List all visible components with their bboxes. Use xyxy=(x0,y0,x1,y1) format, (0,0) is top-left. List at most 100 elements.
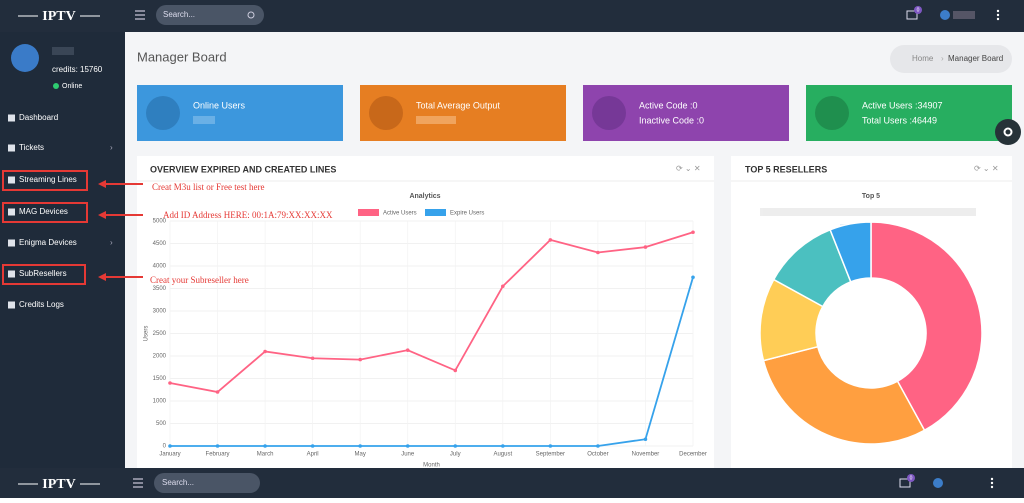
point xyxy=(548,444,553,448)
card-label: Total Average Output xyxy=(416,100,500,110)
y-axis-label: Users xyxy=(144,326,150,342)
highlight-box xyxy=(2,170,88,191)
point xyxy=(691,275,695,280)
search-box[interactable] xyxy=(154,473,260,493)
breadcrumb-item[interactable]: Home xyxy=(912,54,934,63)
menu-icon xyxy=(8,301,15,309)
top-bar xyxy=(0,0,1024,32)
badge-count: 0 xyxy=(910,475,913,481)
breadcrumb-item: Manager Board xyxy=(948,54,1003,63)
y-tick-label: 500 xyxy=(156,421,167,427)
settings-button[interactable] xyxy=(995,119,1021,145)
point xyxy=(263,444,267,448)
point xyxy=(310,444,315,448)
x-tick-label: June xyxy=(401,452,415,458)
annotation: Add ID Address HERE: 00:1A:79:XX:XX:XX xyxy=(163,210,333,220)
brand: IPTV xyxy=(42,477,75,492)
card-label: Active Code :0 xyxy=(639,100,698,110)
y-tick-label: 4000 xyxy=(153,264,167,270)
card-icon xyxy=(815,96,849,130)
menu-icon xyxy=(8,144,15,152)
card-icon xyxy=(369,96,403,130)
user-name-blur xyxy=(953,11,975,19)
menu-item[interactable]: Streaming Lines xyxy=(19,175,77,184)
mail-icon[interactable] xyxy=(906,10,918,20)
menu-item[interactable]: Dashboard xyxy=(19,113,58,122)
panel-tools[interactable]: ⟳ ⌄ ✕ xyxy=(676,164,701,173)
annotations: Creat M3u list or Free test here Add ID A… xyxy=(98,180,333,285)
card-label: Online Users xyxy=(193,100,246,110)
profile-name-blur xyxy=(52,47,74,55)
more-icon[interactable] xyxy=(996,9,1000,21)
point xyxy=(405,444,410,448)
user-avatar[interactable] xyxy=(940,10,950,20)
x-tick-label: January xyxy=(159,452,180,458)
legend-label: Active Users xyxy=(383,211,417,217)
search-icon xyxy=(247,11,255,19)
panel-title: OVERVIEW EXPIRED AND CREATED LINES xyxy=(150,164,336,174)
y-tick-label: 3500 xyxy=(153,286,167,292)
menu-chevron: › xyxy=(110,143,113,152)
point xyxy=(596,250,600,255)
point xyxy=(596,444,600,448)
y-tick-label: 4500 xyxy=(153,241,167,247)
x-tick-label: December xyxy=(679,452,707,458)
point xyxy=(548,238,553,242)
x-tick-label: September xyxy=(536,452,565,458)
badge-count: 0 xyxy=(917,7,920,13)
point xyxy=(453,368,458,373)
card-icon xyxy=(146,96,180,130)
value-blur xyxy=(193,116,215,124)
status: Online xyxy=(62,83,82,90)
line xyxy=(170,276,694,447)
menu-icon xyxy=(8,176,15,184)
value-blur xyxy=(416,116,456,124)
chart-title: Top 5 xyxy=(862,193,880,200)
gear-icon xyxy=(1003,127,1013,137)
mail-icon[interactable] xyxy=(899,478,911,488)
point xyxy=(168,444,172,448)
point xyxy=(643,437,648,442)
user-avatar[interactable] xyxy=(933,478,943,488)
menu-item[interactable]: Credits Logs xyxy=(19,300,64,309)
card-icon xyxy=(592,96,626,130)
highlight-box xyxy=(2,264,86,285)
search-box[interactable] xyxy=(156,5,264,25)
credits: credits: 15760 xyxy=(52,65,103,74)
point xyxy=(358,444,362,448)
point xyxy=(691,230,695,235)
y-tick-label: 2000 xyxy=(153,354,167,360)
point xyxy=(453,444,458,448)
y-tick-label: 5000 xyxy=(153,219,167,225)
pie-slice xyxy=(762,345,926,445)
x-tick-label: May xyxy=(355,452,366,458)
menu-toggle[interactable] xyxy=(133,478,143,488)
search-placeholder: Search... xyxy=(163,10,195,19)
point xyxy=(358,357,362,362)
point xyxy=(215,444,220,448)
panel-tools[interactable]: ⟳ ⌄ ✕ xyxy=(974,164,999,173)
charts: Analytics 0 500 1000 1500 2000 2500 3000 3500 400… xyxy=(144,193,983,469)
menu-icon xyxy=(8,114,15,122)
menu-item[interactable]: Tickets xyxy=(19,143,44,152)
menu-item[interactable]: Enigma Devices xyxy=(19,238,77,247)
menu-toggle[interactable] xyxy=(135,10,145,20)
point xyxy=(501,284,505,289)
point xyxy=(643,245,648,249)
point xyxy=(501,444,505,448)
y-tick-label: 2500 xyxy=(153,331,167,337)
x-tick-label: March xyxy=(257,452,274,458)
y-tick-label: 0 xyxy=(163,444,167,450)
breadcrumb xyxy=(890,45,1012,73)
legend-swatch xyxy=(425,209,446,216)
x-tick-label: October xyxy=(587,452,608,458)
more-icon[interactable] xyxy=(990,477,994,489)
profile-avatar xyxy=(11,44,39,72)
legend-label: Expire Users xyxy=(450,211,484,217)
menu-item[interactable]: MAG Devices xyxy=(19,207,68,216)
menu-item[interactable]: SubResellers xyxy=(19,269,67,278)
y-tick-label: 3000 xyxy=(153,309,167,315)
annotation: Creat M3u list or Free test here xyxy=(152,182,264,192)
x-tick-label: July xyxy=(450,452,461,458)
